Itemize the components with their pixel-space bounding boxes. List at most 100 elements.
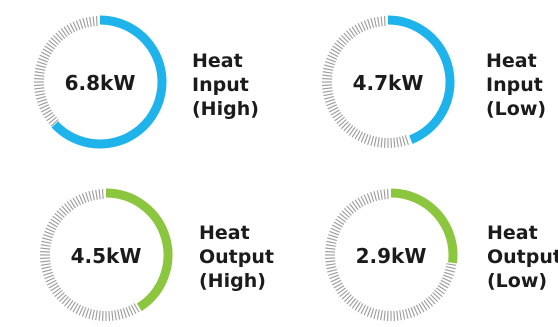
gauge-tick	[335, 285, 345, 292]
gauge-tick	[363, 20, 369, 30]
gauge-tick	[81, 307, 87, 317]
gauge-tick	[327, 237, 338, 242]
gauge-tick	[95, 189, 98, 200]
gauge-tick	[52, 215, 62, 223]
gauge-tick	[325, 98, 335, 103]
gauge-tick	[46, 224, 57, 231]
gauge-tick	[383, 16, 386, 27]
gauge-tick	[351, 26, 358, 36]
gauge-tick	[38, 101, 48, 107]
gauge-tick	[52, 34, 61, 43]
gauge-tick	[380, 137, 383, 148]
gauge-tick	[357, 303, 364, 313]
gauge-tick	[423, 299, 431, 309]
gauge-ticks	[40, 189, 140, 321]
gauge-tick	[443, 274, 453, 280]
gauge-tick	[415, 304, 422, 315]
gauge-tick	[78, 305, 84, 316]
gauge-tick	[44, 45, 54, 52]
gauge-tick	[425, 298, 433, 307]
gauge-tick	[363, 194, 369, 205]
gauge-label-line: Heat	[199, 222, 250, 244]
gauge-label-line: Output	[487, 246, 558, 268]
gauge-tick	[330, 48, 340, 55]
gauge-tick	[125, 307, 131, 317]
gauge-tick	[330, 277, 341, 283]
gauge-tick	[407, 308, 412, 318]
gauge-tick	[373, 136, 377, 147]
gauge-tick	[40, 51, 51, 58]
gauge-tick	[91, 309, 95, 320]
gauge-heat-output-low: 2.9kW	[319, 183, 463, 327]
gauge-ticks	[325, 189, 457, 321]
gauge-tick	[329, 230, 339, 236]
gauge-tick	[346, 30, 354, 39]
gauge-tick	[34, 90, 45, 93]
gauge-tick	[60, 28, 68, 38]
gauge-tick	[333, 221, 343, 228]
gauge-label: Heat Input (High)	[192, 49, 259, 121]
gauge-tick	[370, 18, 375, 29]
gauge-tick	[335, 218, 345, 225]
gauge-tick	[340, 34, 349, 43]
gauge-tick	[326, 57, 336, 63]
gauge-heat-output-high: 4.5kW	[34, 183, 178, 327]
gauge-tick	[367, 19, 372, 29]
gauge-tick	[325, 257, 336, 260]
gauge-tick	[38, 57, 48, 63]
gauge-tick	[37, 98, 47, 103]
gauge-tick	[119, 308, 124, 319]
gauge-tick	[322, 87, 333, 90]
gauge-tick	[380, 189, 383, 200]
gauge-ring: 6.8kW	[34, 15, 167, 149]
gauge-tick	[325, 260, 336, 263]
gauge-tick	[89, 16, 92, 27]
gauge-tick	[111, 310, 114, 321]
gauge-tick	[440, 279, 451, 286]
gauge-tick	[42, 109, 52, 116]
gauge-tick	[85, 308, 90, 318]
gauge-label: Heat Input (Low)	[486, 49, 546, 121]
gauge-tick	[66, 24, 73, 34]
gauge-tick	[130, 304, 137, 315]
gauge-tick	[40, 263, 51, 266]
gauge-tick	[325, 244, 336, 247]
gauge-tick	[48, 282, 58, 289]
gauge-tick	[348, 126, 356, 136]
gauge-tick	[101, 189, 104, 200]
gauge-tick	[328, 271, 338, 276]
gauge-tick	[418, 303, 425, 313]
gauge-tick	[327, 54, 338, 60]
gauge-tick	[69, 22, 76, 33]
gauge-tick	[339, 289, 348, 297]
gauge-tick	[122, 308, 127, 318]
gauge-tick	[346, 125, 354, 134]
gauge-tick	[64, 298, 72, 307]
gauge-progress-arc	[387, 15, 455, 144]
gauge-label-line: Heat	[486, 50, 537, 72]
gauge-tick	[357, 131, 364, 142]
gauge-tick	[410, 307, 416, 317]
gauge-tick	[42, 237, 53, 242]
gauge-tick	[324, 64, 335, 69]
gauge-tick	[43, 234, 53, 239]
gauge-heat-input-low: 4.7kW	[316, 10, 460, 154]
gauge-tick	[79, 19, 84, 29]
gauge-tick	[333, 282, 343, 289]
gauge-tick	[351, 299, 359, 309]
gauge-tick	[78, 194, 84, 205]
gauge-tick	[396, 137, 399, 148]
gauge-tick	[88, 308, 93, 319]
gauge-tick	[58, 294, 67, 303]
gauge-tick	[325, 250, 336, 253]
gauge-tick	[40, 106, 51, 113]
gauge-tick	[36, 95, 47, 100]
gauge-tick	[48, 221, 58, 228]
gauge-tick	[61, 205, 69, 214]
gauge-tick	[370, 308, 375, 318]
gauge-tick	[330, 227, 341, 233]
gauge-tick	[434, 289, 443, 297]
gauge-tick	[373, 17, 377, 28]
gauge-tick	[336, 116, 345, 124]
gauge-tick	[343, 32, 351, 41]
